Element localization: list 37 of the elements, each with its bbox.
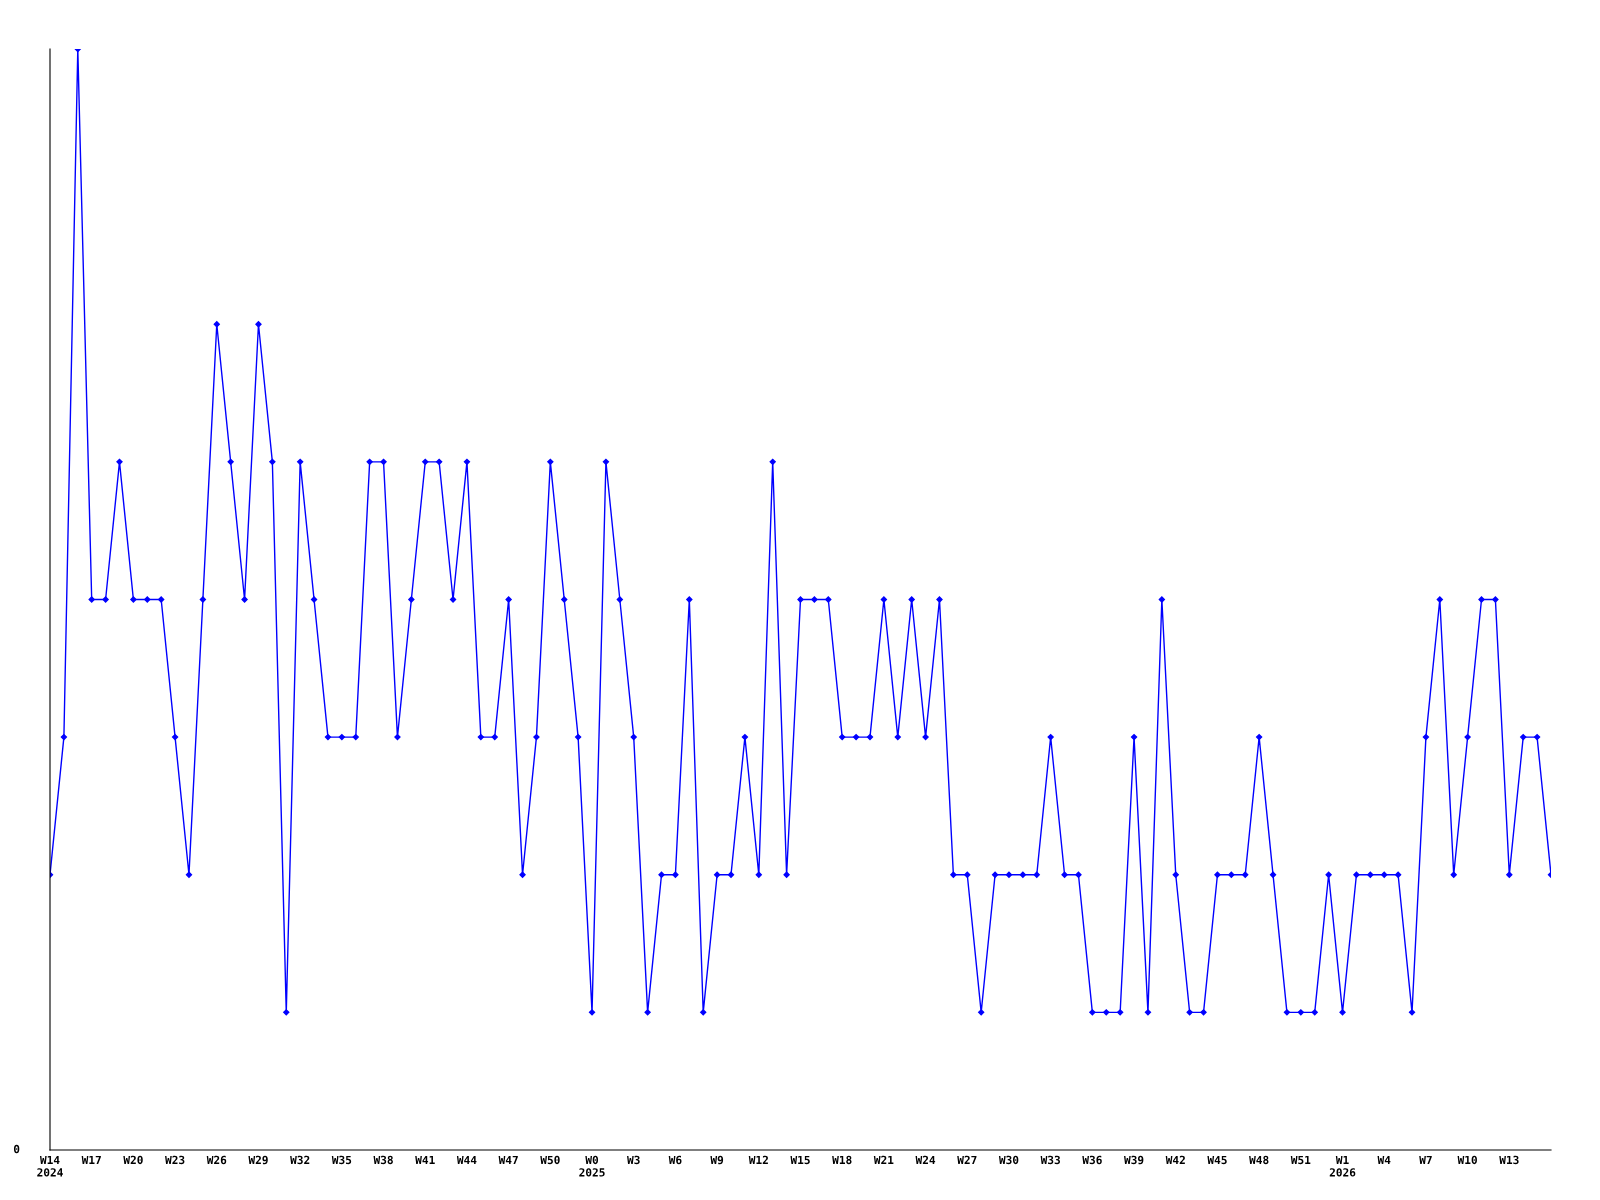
- x-tick-label: W24: [915, 1155, 936, 1164]
- x-tick-label: W41: [415, 1155, 435, 1164]
- x-tick-label: W20: [123, 1155, 143, 1165]
- x-tick-label: W27: [957, 1155, 977, 1164]
- x-tick-label: W21: [873, 1155, 894, 1164]
- x-tick-label: W1 2026: [1329, 1155, 1356, 1177]
- x-tick-label: W29: [248, 1155, 268, 1165]
- x-tick-label: W0 2025: [579, 1155, 605, 1177]
- x-tick-label: W30: [998, 1155, 1019, 1165]
- x-tick-label: W32: [290, 1155, 310, 1165]
- x-tick-label: W13: [1499, 1155, 1519, 1165]
- x-tick-label: W17: [81, 1155, 101, 1164]
- x-tick-label: W23: [165, 1155, 185, 1165]
- x-tick-label: W38: [373, 1155, 393, 1165]
- x-tick-label: W15: [790, 1155, 810, 1165]
- x-tick-label: W47: [498, 1155, 518, 1164]
- x-tick-label: W50: [540, 1155, 560, 1165]
- x-tick-label: W48: [1249, 1155, 1269, 1165]
- x-tick-label: W18: [832, 1155, 852, 1165]
- x-tick-label: W45: [1207, 1155, 1227, 1165]
- x-tick-label: W7: [1419, 1155, 1432, 1164]
- x-tick-label: W4: [1377, 1155, 1391, 1164]
- x-tick-label: W36: [1082, 1155, 1102, 1165]
- x-tick-label: W33: [1040, 1155, 1060, 1165]
- x-tick-label: W9: [710, 1155, 724, 1165]
- x-tick-label: W6: [668, 1155, 682, 1165]
- x-tick-label: W42: [1165, 1155, 1185, 1164]
- x-tick-label: W14 2024: [37, 1155, 63, 1177]
- x-tick-label: W3: [627, 1155, 640, 1165]
- x-tick-label: W10: [1457, 1155, 1477, 1165]
- x-tick-label: W39: [1124, 1155, 1144, 1165]
- x-tick-label: W35: [331, 1155, 352, 1165]
- x-tick-label: W51: [1290, 1155, 1311, 1165]
- x-tick-label: W12: [748, 1155, 768, 1164]
- x-tick-label: W44: [456, 1155, 477, 1164]
- text: 0: [13, 1144, 20, 1154]
- x-tick-label: W26: [206, 1155, 227, 1165]
